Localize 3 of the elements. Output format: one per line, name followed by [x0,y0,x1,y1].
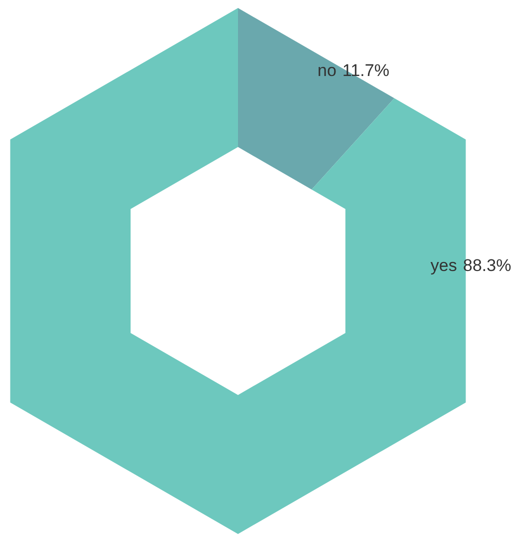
data-label: 11.7% [342,61,390,80]
slice-label: yes [430,256,457,275]
slice-label: no [317,61,336,80]
